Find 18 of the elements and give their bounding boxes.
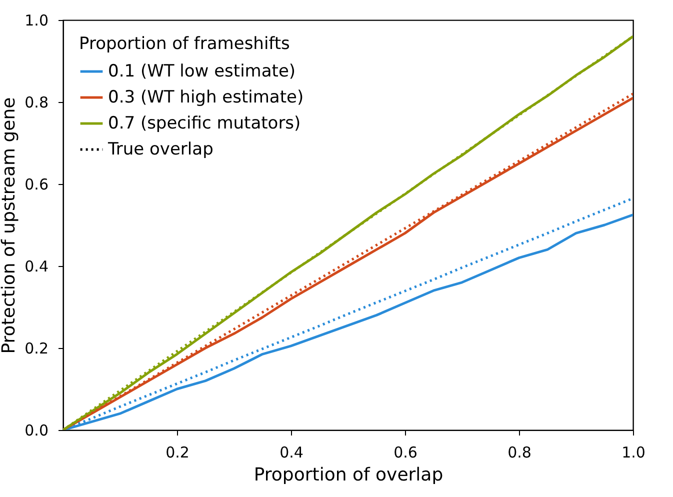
x-tick-label: 0.6 bbox=[394, 444, 418, 462]
x-tick-label: 0.8 bbox=[508, 444, 532, 462]
y-tick-label: 1.0 bbox=[24, 12, 48, 30]
y-tick-label: 0.0 bbox=[24, 422, 48, 440]
y-tick-label: 0.2 bbox=[24, 340, 48, 358]
y-tick-label: 0.6 bbox=[24, 176, 48, 194]
legend-label: 0.7 (specific mutators) bbox=[108, 114, 301, 134]
annotation: True overlap bbox=[107, 140, 214, 160]
x-tick-label: 0.4 bbox=[280, 444, 304, 462]
x-axis-title: Proportion of overlap bbox=[254, 464, 444, 486]
y-tick-label: 0.4 bbox=[24, 258, 48, 276]
legend-label: 0.1 (WT low estimate) bbox=[108, 62, 296, 82]
y-axis-title: Protection of upstream gene bbox=[0, 97, 20, 354]
x-tick-label: 1.0 bbox=[622, 444, 646, 462]
x-tick-label: 0.2 bbox=[166, 444, 190, 462]
legend-label: 0.3 (WT high estimate) bbox=[108, 88, 304, 108]
y-tick-label: 0.8 bbox=[24, 94, 48, 112]
legend-title: Proportion of frameshifts bbox=[79, 34, 290, 54]
